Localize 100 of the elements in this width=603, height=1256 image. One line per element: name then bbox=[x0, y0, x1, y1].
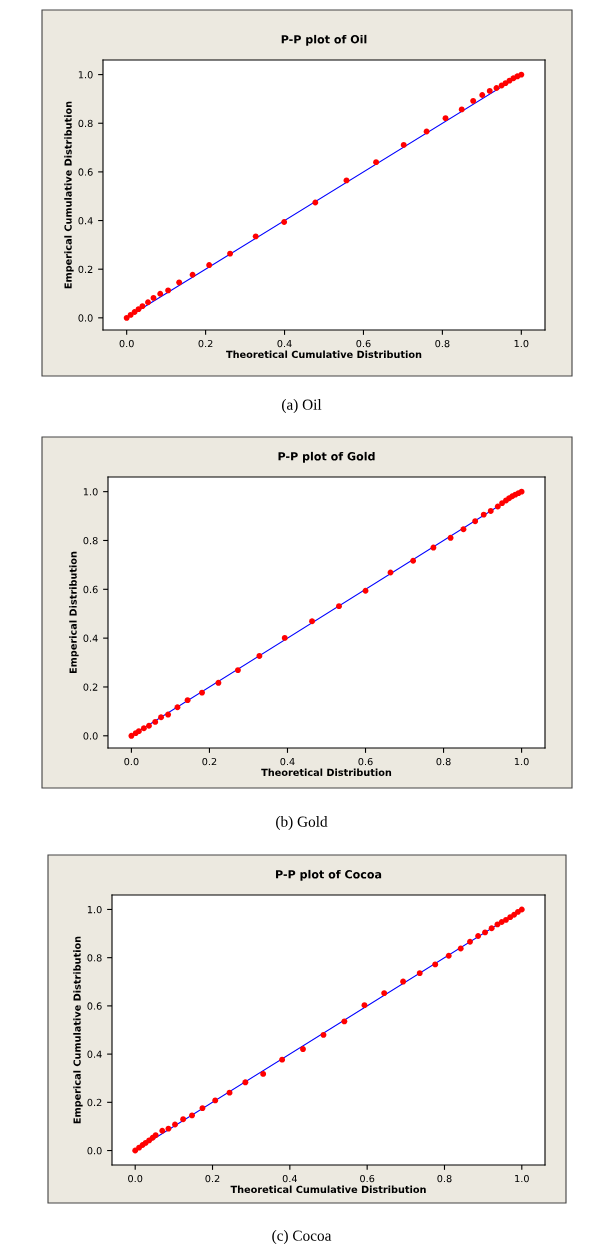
y-axis-title: Emperical Cumulative Distribution bbox=[64, 101, 74, 289]
point bbox=[189, 271, 196, 278]
x-tick-label: 0.2 bbox=[202, 757, 217, 766]
point bbox=[341, 1018, 348, 1025]
y-tick-label: 1.0 bbox=[78, 71, 93, 79]
point bbox=[234, 667, 241, 674]
x-tick-label: 0.8 bbox=[436, 757, 451, 766]
point bbox=[400, 978, 407, 985]
point bbox=[470, 97, 477, 104]
point bbox=[309, 618, 316, 625]
point bbox=[150, 294, 157, 301]
point bbox=[362, 587, 369, 594]
point bbox=[475, 933, 482, 939]
x-tick-label: 0.0 bbox=[128, 1174, 143, 1183]
point bbox=[159, 1127, 166, 1134]
text: (c) Cocoa bbox=[272, 1230, 332, 1244]
x-tick-label: 0.2 bbox=[198, 339, 213, 348]
point bbox=[511, 911, 518, 918]
point bbox=[135, 306, 142, 313]
y-tick-label: 0.2 bbox=[83, 683, 98, 691]
point bbox=[430, 544, 437, 551]
point bbox=[139, 303, 146, 310]
y-tick-label: 0.2 bbox=[87, 1098, 102, 1107]
point bbox=[518, 71, 525, 78]
point bbox=[336, 603, 342, 610]
point bbox=[206, 262, 213, 268]
point bbox=[152, 718, 159, 725]
x-tick-label: 0.4 bbox=[282, 1174, 298, 1183]
point bbox=[146, 722, 152, 729]
point bbox=[242, 1079, 249, 1086]
point bbox=[482, 929, 489, 936]
y-tick-label: 0.0 bbox=[87, 1147, 102, 1155]
point bbox=[320, 1031, 327, 1038]
point bbox=[488, 925, 495, 932]
point bbox=[373, 159, 380, 166]
point bbox=[215, 679, 222, 686]
y-tick-label: 0.8 bbox=[78, 119, 93, 128]
point bbox=[442, 115, 449, 122]
point bbox=[174, 704, 181, 711]
point bbox=[158, 714, 165, 721]
x-tick-label: 1.0 bbox=[514, 757, 529, 766]
x-tick-label: 0.0 bbox=[119, 339, 134, 348]
x-tick-label: 0.0 bbox=[124, 757, 139, 766]
point bbox=[361, 1002, 368, 1009]
point bbox=[189, 1112, 195, 1119]
y-tick-label: 0.6 bbox=[78, 168, 93, 176]
point bbox=[128, 732, 135, 739]
point bbox=[279, 1056, 286, 1063]
point bbox=[447, 534, 454, 541]
y-tick-label: 0.4 bbox=[87, 1050, 102, 1058]
point bbox=[487, 507, 494, 514]
y-tick-label: 0.0 bbox=[78, 314, 93, 322]
point bbox=[494, 503, 501, 510]
y-tick-label: 0.6 bbox=[87, 1002, 102, 1010]
x-tick-label: 0.2 bbox=[205, 1174, 220, 1183]
x-tick-label: 0.6 bbox=[360, 1174, 375, 1183]
point bbox=[199, 689, 205, 696]
point bbox=[493, 85, 500, 91]
point bbox=[486, 87, 493, 94]
x-tick-label: 1.0 bbox=[514, 339, 529, 348]
point bbox=[252, 233, 259, 240]
chart-title: P-P plot of Oil bbox=[281, 34, 367, 46]
point bbox=[140, 725, 147, 732]
point bbox=[165, 287, 172, 294]
point bbox=[300, 1046, 306, 1052]
point bbox=[472, 518, 479, 525]
y-tick-label: 0.8 bbox=[87, 954, 102, 962]
point bbox=[145, 299, 151, 306]
y-tick-label: 0.2 bbox=[78, 265, 93, 274]
x-axis-title: Theoretical Cumulative Distribution bbox=[230, 1185, 426, 1194]
x-tick-label: 0.4 bbox=[277, 339, 292, 348]
point bbox=[343, 177, 350, 184]
point bbox=[479, 92, 486, 98]
x-tick-label: 0.8 bbox=[435, 339, 450, 348]
y-tick-label: 0.6 bbox=[83, 585, 98, 594]
y-tick-label: 0.4 bbox=[78, 217, 93, 225]
point bbox=[180, 1116, 187, 1123]
point bbox=[281, 634, 288, 641]
point bbox=[199, 1105, 206, 1112]
point bbox=[157, 290, 164, 297]
point bbox=[227, 250, 234, 257]
point bbox=[445, 952, 452, 959]
point bbox=[423, 128, 430, 135]
point bbox=[467, 938, 473, 945]
x-axis-title: Theoretical Cumulative Distribution bbox=[226, 350, 422, 359]
text: (a) Oil bbox=[282, 399, 322, 413]
chart-title: P-P plot of Gold bbox=[278, 451, 375, 463]
point bbox=[260, 1070, 267, 1077]
point bbox=[176, 279, 183, 286]
point bbox=[460, 526, 467, 533]
point bbox=[184, 697, 191, 704]
x-tick-label: 0.6 bbox=[358, 757, 373, 766]
x-axis-title: Theoretical Distribution bbox=[261, 768, 392, 777]
point bbox=[281, 219, 288, 225]
point bbox=[400, 141, 407, 148]
point bbox=[172, 1121, 178, 1128]
point bbox=[256, 653, 263, 659]
point bbox=[518, 906, 525, 913]
point bbox=[416, 970, 423, 977]
point bbox=[432, 961, 439, 968]
